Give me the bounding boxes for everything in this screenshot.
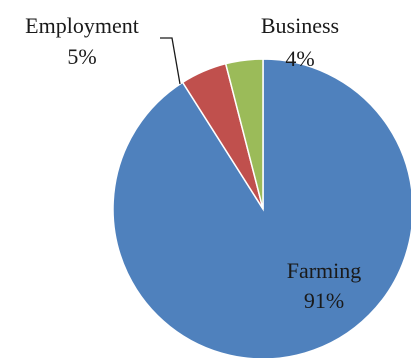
slice-label-farming: Farming — [287, 258, 362, 283]
slice-value-farming: 91% — [304, 288, 344, 313]
pie-slices — [112, 58, 411, 358]
slice-value-business: 4% — [285, 46, 314, 71]
slice-label-business: Business — [261, 13, 339, 38]
slice-label-employment: Employment — [25, 13, 139, 38]
leader-line-employment — [160, 37, 181, 85]
pie-slice-business — [224, 58, 264, 210]
slice-value-employment: 5% — [67, 44, 96, 69]
